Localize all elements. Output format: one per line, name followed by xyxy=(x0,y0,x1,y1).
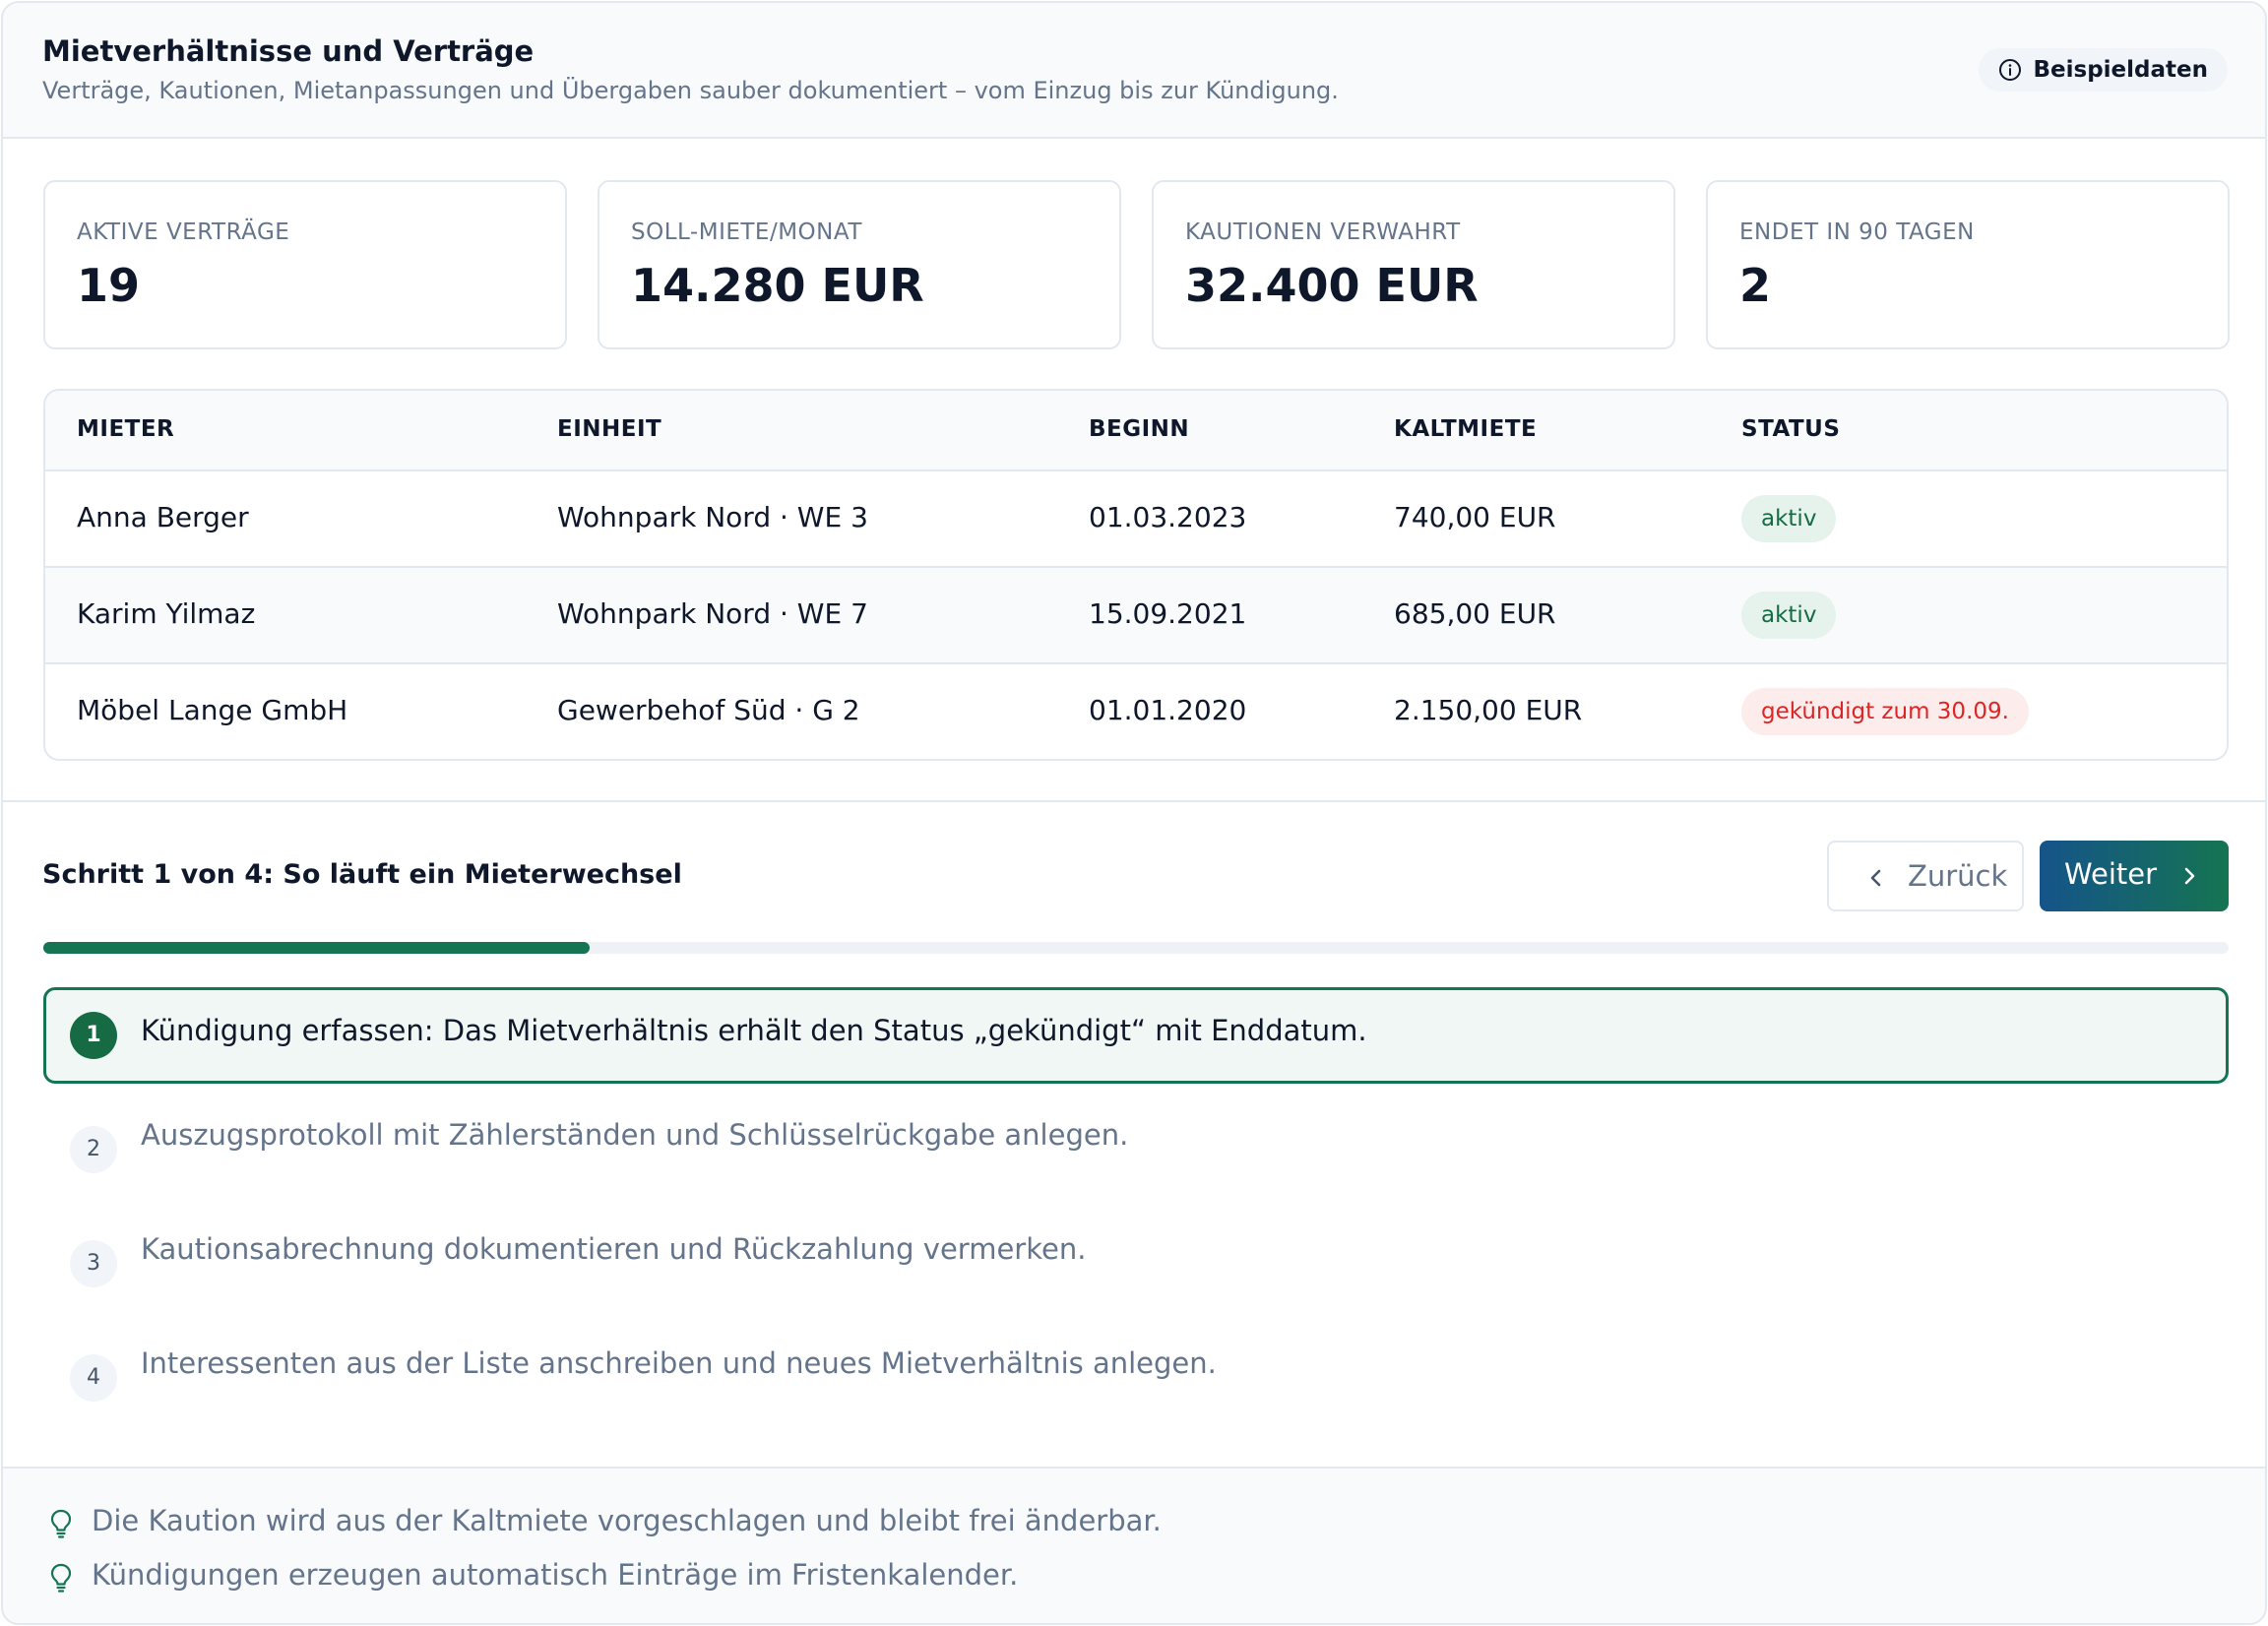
chevron-right-icon xyxy=(2184,867,2195,885)
step-progress-bar xyxy=(43,942,2229,954)
stat-target-rent: SOLL-MIETE/MONAT 14.280 EUR xyxy=(598,180,1121,349)
table-row[interactable]: Anna Berger Wohnpark Nord · WE 3 01.03.2… xyxy=(45,471,2227,568)
page-subtitle: Verträge, Kautionen, Mietanpassungen und… xyxy=(42,77,1339,104)
cell-rent: 2.150,00 EUR xyxy=(1394,694,1583,726)
back-button-label: Zurück xyxy=(1908,859,2008,893)
table-row[interactable]: Karim Yilmaz Wohnpark Nord · WE 7 15.09.… xyxy=(45,568,2227,664)
stat-value: 19 xyxy=(77,259,141,312)
table-header: MIETER EINHEIT BEGINN KALTMIETE STATUS xyxy=(45,391,2227,471)
walkthrough-title: Schritt 1 von 4: So läuft ein Mieterwech… xyxy=(42,859,682,890)
step-text: Interessenten aus der Liste anschreiben … xyxy=(141,1346,1217,1380)
step-text: Auszugsprotokoll mit Zählerständen und S… xyxy=(141,1118,1129,1152)
step-item[interactable]: 3 Kautionsabrechnung dokumentieren und R… xyxy=(43,1216,2229,1312)
status-badge: gekündigt zum 30.09. xyxy=(1741,688,2029,735)
status-badge: aktiv xyxy=(1741,495,1837,542)
column-header-tenant[interactable]: MIETER xyxy=(77,416,175,442)
stat-value: 2 xyxy=(1739,259,1772,312)
step-number: 3 xyxy=(70,1240,117,1287)
cell-tenant: Anna Berger xyxy=(77,501,249,533)
stat-label: ENDET IN 90 TAGEN xyxy=(1739,219,1975,245)
step-item[interactable]: 4 Interessenten aus der Liste anschreibe… xyxy=(43,1330,2229,1426)
stat-ending-90-days: ENDET IN 90 TAGEN 2 xyxy=(1706,180,2230,349)
stat-deposits-held: KAUTIONEN VERWAHRT 32.400 EUR xyxy=(1152,180,1675,349)
info-icon xyxy=(1998,59,2021,81)
page-title: Mietverhältnisse und Verträge xyxy=(42,34,535,68)
status-badge: aktiv xyxy=(1741,592,1837,639)
lightbulb-icon xyxy=(50,1509,72,1538)
column-header-unit[interactable]: EINHEIT xyxy=(557,416,662,442)
lightbulb-icon xyxy=(50,1563,72,1593)
column-header-status[interactable]: STATUS xyxy=(1741,416,1841,442)
cell-tenant: Karim Yilmaz xyxy=(77,597,256,630)
column-header-start[interactable]: BEGINN xyxy=(1089,416,1190,442)
chevron-left-icon xyxy=(1870,869,1881,887)
cell-rent: 685,00 EUR xyxy=(1394,597,1556,630)
contracts-table: MIETER EINHEIT BEGINN KALTMIETE STATUS A… xyxy=(43,389,2229,761)
next-button-label: Weiter xyxy=(2064,857,2158,891)
stat-value: 32.400 EUR xyxy=(1185,259,1479,312)
cell-start: 01.03.2023 xyxy=(1089,501,1247,533)
sample-data-badge[interactable]: Beispieldaten xyxy=(1978,48,2228,92)
table-row[interactable]: Möbel Lange GmbH Gewerbehof Süd · G 2 01… xyxy=(45,664,2227,759)
stat-label: SOLL-MIETE/MONAT xyxy=(631,219,862,245)
tips-footer: Die Kaution wird aus der Kaltmiete vorge… xyxy=(3,1467,2265,1623)
cell-tenant: Möbel Lange GmbH xyxy=(77,694,348,726)
step-number: 4 xyxy=(70,1354,117,1402)
back-button[interactable]: Zurück xyxy=(1827,841,2024,911)
stat-label: AKTIVE VERTRÄGE xyxy=(77,219,290,245)
sample-data-label: Beispieldaten xyxy=(2033,57,2209,83)
tip-text: Die Kaution wird aus der Kaltmiete vorge… xyxy=(92,1504,1162,1537)
cell-unit: Gewerbehof Süd · G 2 xyxy=(557,694,860,726)
cell-start: 01.01.2020 xyxy=(1089,694,1247,726)
tip-text: Kündigungen erzeugen automatisch Einträg… xyxy=(92,1558,1019,1592)
cell-unit: Wohnpark Nord · WE 3 xyxy=(557,501,868,533)
step-number: 2 xyxy=(70,1126,117,1173)
section-divider xyxy=(3,800,2265,802)
step-item-current[interactable]: 1 Kündigung erfassen: Das Mietverhältnis… xyxy=(43,987,2229,1084)
cell-unit: Wohnpark Nord · WE 7 xyxy=(557,597,868,630)
cell-rent: 740,00 EUR xyxy=(1394,501,1556,533)
stat-active-contracts: AKTIVE VERTRÄGE 19 xyxy=(43,180,567,349)
step-item[interactable]: 2 Auszugsprotokoll mit Zählerständen und… xyxy=(43,1101,2229,1198)
stat-value: 14.280 EUR xyxy=(631,259,924,312)
step-number: 1 xyxy=(70,1012,117,1059)
next-button[interactable]: Weiter xyxy=(2040,841,2229,911)
step-text: Kündigung erfassen: Das Mietverhältnis e… xyxy=(141,1014,1367,1047)
cell-start: 15.09.2021 xyxy=(1089,597,1247,630)
panel-header: Mietverhältnisse und Verträge Verträge, … xyxy=(3,3,2265,139)
step-text: Kautionsabrechnung dokumentieren und Rüc… xyxy=(141,1232,1087,1266)
stat-label: KAUTIONEN VERWAHRT xyxy=(1185,219,1461,245)
column-header-rent[interactable]: KALTMIETE xyxy=(1394,416,1538,442)
step-progress-fill xyxy=(43,942,590,954)
